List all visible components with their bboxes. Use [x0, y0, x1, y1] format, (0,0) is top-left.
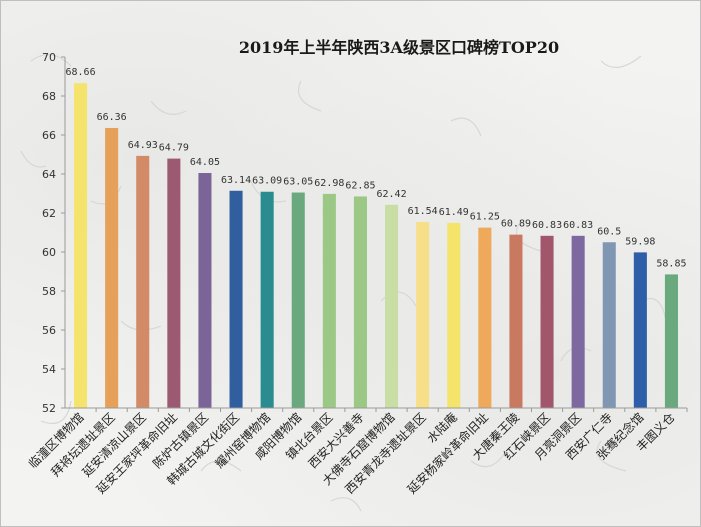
y-tick-label: 66	[42, 129, 56, 142]
data-label: 62.42	[376, 189, 406, 200]
bar	[260, 191, 274, 408]
bar	[633, 252, 647, 408]
bar	[136, 155, 150, 408]
bar	[74, 83, 88, 408]
bar	[385, 204, 399, 408]
data-label: 61.49	[439, 207, 469, 218]
data-label: 63.05	[283, 177, 313, 188]
data-label: 60.89	[501, 219, 531, 230]
data-label: 62.85	[345, 180, 375, 191]
y-axis: 52 54 56 58 60 62 64 66 68 70	[42, 51, 66, 415]
data-label: 64.05	[190, 157, 220, 168]
bar	[322, 193, 336, 408]
y-tick-label: 62	[42, 207, 56, 220]
data-label: 60.5	[597, 226, 621, 237]
y-tick-label: 52	[42, 402, 56, 415]
data-label: 63.14	[221, 175, 251, 186]
data-label: 58.85	[656, 258, 686, 269]
data-label: 68.66	[65, 67, 95, 78]
bar	[664, 274, 678, 408]
bar	[478, 227, 492, 408]
bar	[167, 158, 181, 408]
bar	[447, 222, 461, 408]
bar	[540, 235, 554, 408]
y-tick-label: 56	[42, 324, 56, 337]
bar	[229, 190, 243, 408]
data-label: 61.25	[470, 212, 500, 223]
chart-title: 2019年上半年陕西3A级景区口碑榜TOP20	[239, 38, 559, 57]
y-tick-label: 60	[42, 246, 56, 259]
bar	[509, 234, 523, 408]
bar	[198, 173, 212, 408]
data-label: 60.83	[563, 220, 593, 231]
data-label: 64.93	[128, 140, 158, 151]
bar	[416, 221, 430, 408]
bar	[291, 192, 305, 408]
bar	[571, 235, 585, 408]
data-label: 62.98	[314, 178, 344, 189]
data-label: 59.98	[625, 236, 655, 247]
y-tick-label: 70	[42, 51, 56, 64]
y-tick-label: 54	[42, 363, 56, 376]
data-label: 63.09	[252, 176, 282, 187]
bar	[602, 242, 616, 408]
data-label: 66.36	[97, 112, 127, 123]
data-label: 64.79	[159, 143, 189, 154]
y-tick-label: 68	[42, 90, 56, 103]
y-tick-label: 64	[42, 168, 56, 181]
data-label: 60.83	[532, 220, 562, 231]
bars	[74, 83, 678, 408]
data-label: 61.54	[408, 206, 438, 217]
x-axis: 临潼区博物馆拜将坛遗址景区延安清凉山景区延安王家坪革命旧址陈炉古镇景区韩城古城文…	[25, 407, 688, 496]
y-tick-label: 58	[42, 285, 56, 298]
bar	[353, 196, 367, 408]
bar	[105, 127, 119, 408]
